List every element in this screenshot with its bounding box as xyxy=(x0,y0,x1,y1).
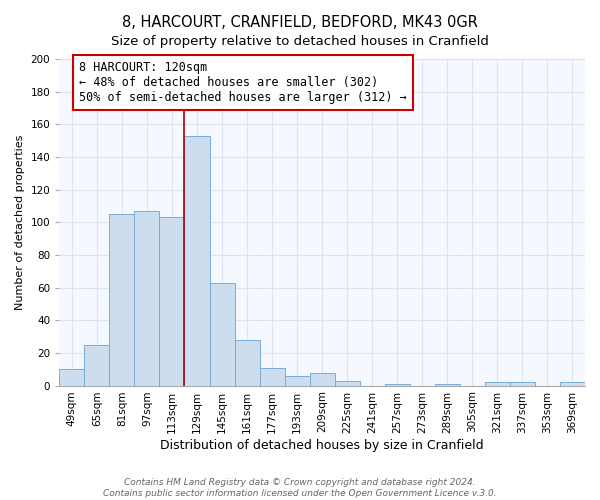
Bar xyxy=(59,369,85,386)
Bar xyxy=(235,340,260,386)
Text: Size of property relative to detached houses in Cranfield: Size of property relative to detached ho… xyxy=(111,35,489,48)
Bar xyxy=(134,211,160,386)
Bar xyxy=(560,382,585,386)
Bar xyxy=(160,218,184,386)
Bar xyxy=(435,384,460,386)
Bar xyxy=(284,376,310,386)
Bar xyxy=(310,372,335,386)
Bar xyxy=(184,136,209,386)
Bar xyxy=(385,384,410,386)
Bar xyxy=(335,380,360,386)
Bar xyxy=(85,344,109,386)
Bar xyxy=(209,282,235,386)
Text: Contains HM Land Registry data © Crown copyright and database right 2024.
Contai: Contains HM Land Registry data © Crown c… xyxy=(103,478,497,498)
Bar xyxy=(485,382,510,386)
Y-axis label: Number of detached properties: Number of detached properties xyxy=(15,134,25,310)
X-axis label: Distribution of detached houses by size in Cranfield: Distribution of detached houses by size … xyxy=(160,440,484,452)
Bar xyxy=(109,214,134,386)
Bar xyxy=(260,368,284,386)
Text: 8, HARCOURT, CRANFIELD, BEDFORD, MK43 0GR: 8, HARCOURT, CRANFIELD, BEDFORD, MK43 0G… xyxy=(122,15,478,30)
Bar xyxy=(510,382,535,386)
Text: 8 HARCOURT: 120sqm
← 48% of detached houses are smaller (302)
50% of semi-detach: 8 HARCOURT: 120sqm ← 48% of detached hou… xyxy=(79,60,407,104)
